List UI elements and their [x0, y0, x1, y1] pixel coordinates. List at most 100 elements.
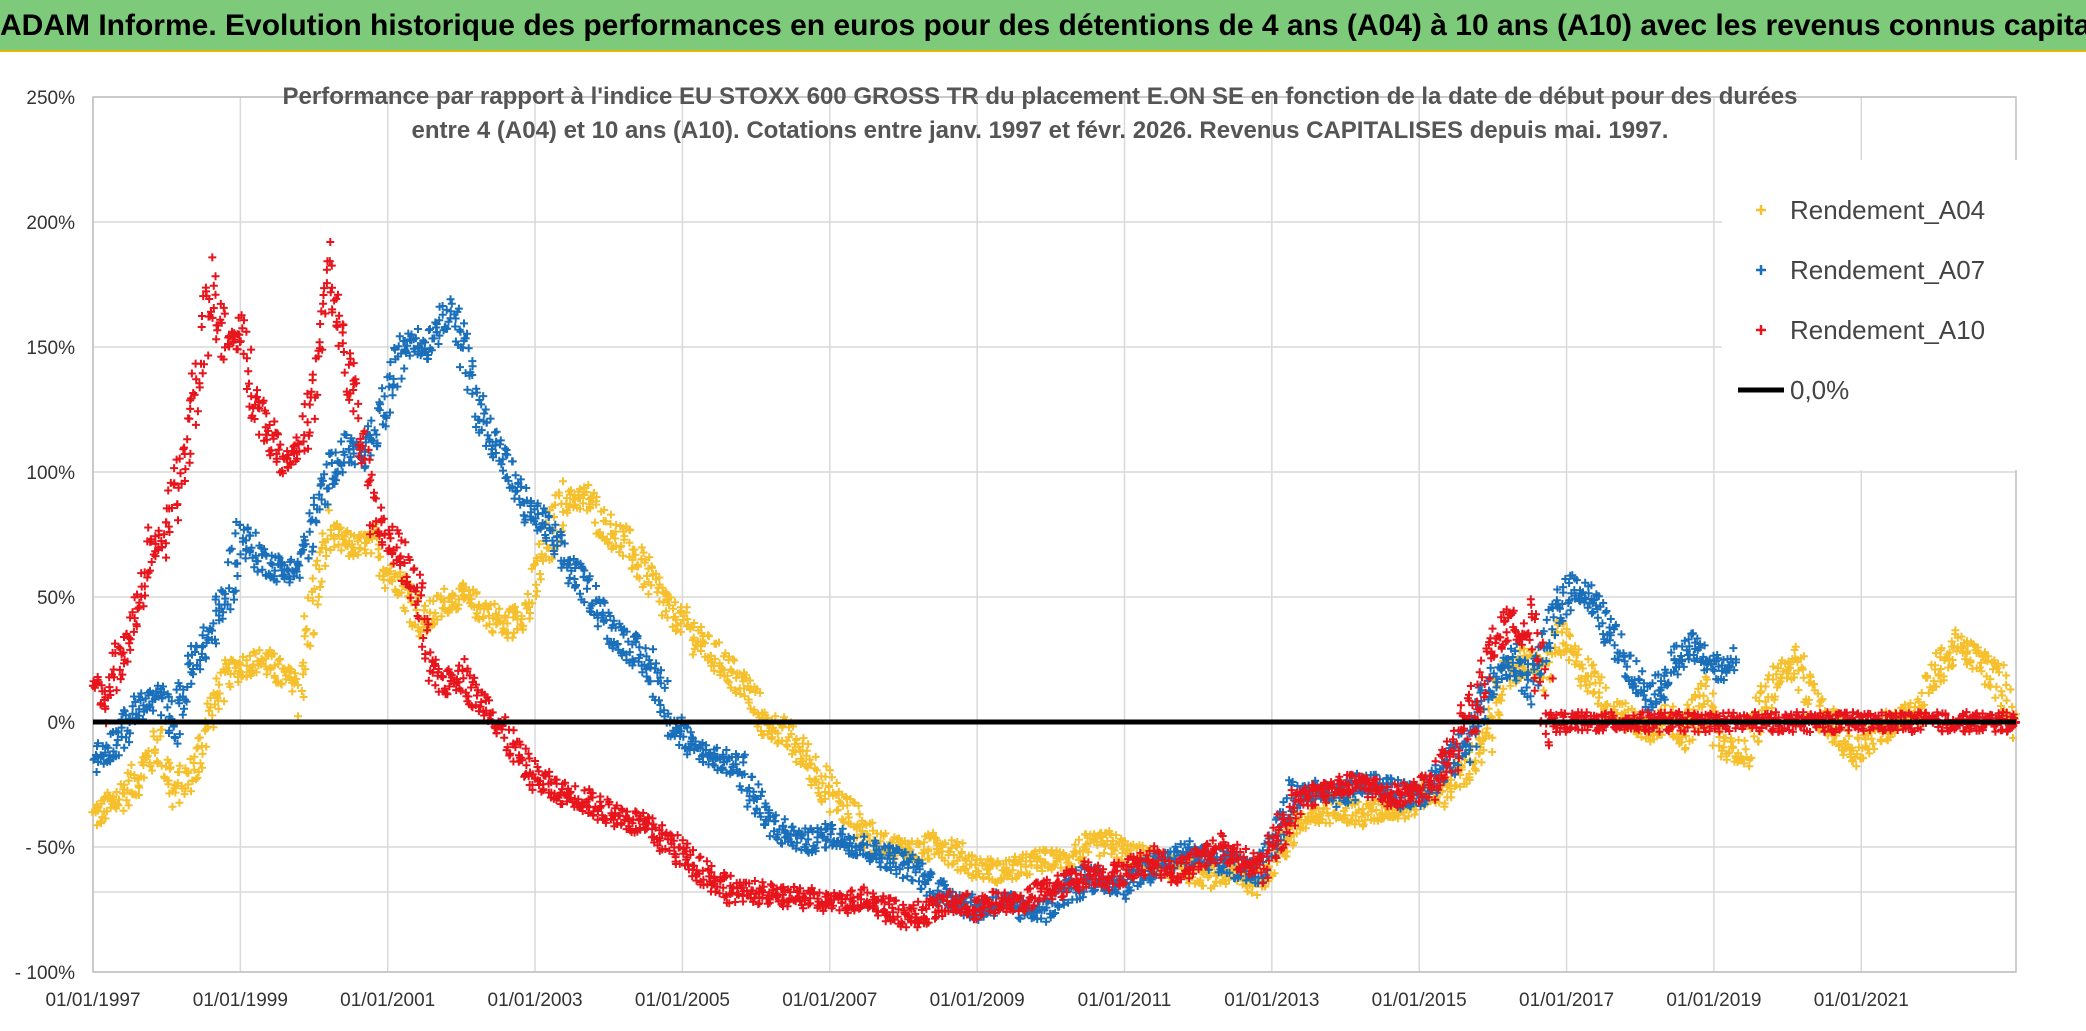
x-tick-label: 01/01/2009 [930, 990, 1025, 1011]
data-point [101, 814, 110, 823]
data-point [825, 766, 834, 775]
data-point [617, 541, 626, 550]
data-point [490, 599, 499, 608]
data-point [630, 545, 639, 554]
data-point [799, 734, 808, 743]
data-point [148, 766, 157, 775]
data-point [645, 553, 654, 562]
data-point [509, 613, 518, 622]
data-point [659, 598, 668, 607]
data-point [555, 491, 564, 500]
data-point [812, 778, 821, 787]
data-point [97, 799, 106, 808]
data-point [589, 488, 598, 497]
data-point [855, 822, 864, 831]
data-point [689, 623, 698, 631]
data-point [749, 708, 758, 717]
data-point [299, 693, 308, 701]
data-point [530, 561, 538, 570]
y-tick-label: - 50% [25, 838, 75, 859]
data-point [202, 742, 211, 751]
data-point [657, 611, 666, 620]
data-point [619, 551, 627, 560]
data-point [839, 818, 848, 827]
data-point [127, 760, 136, 769]
data-point [214, 704, 223, 713]
data-point [313, 556, 322, 565]
data-point [724, 678, 733, 687]
data-point [827, 773, 836, 782]
data-point [119, 806, 128, 815]
data-point [668, 622, 677, 631]
x-tick-label: 01/01/2019 [1666, 990, 1761, 1011]
data-point [299, 658, 308, 667]
data-point [300, 612, 309, 621]
data-point [174, 768, 183, 776]
x-tick-label: 01/01/2017 [1519, 990, 1614, 1011]
data-point [536, 575, 545, 584]
data-point [671, 598, 680, 607]
data-point [732, 688, 740, 697]
data-point [184, 780, 193, 789]
data-point [756, 688, 765, 697]
data-point [833, 805, 842, 814]
data-point [626, 526, 635, 535]
data-point [306, 641, 315, 650]
data-point [321, 561, 330, 570]
data-point [811, 752, 820, 761]
data-point [689, 633, 698, 642]
data-point [533, 587, 541, 596]
data-point [124, 776, 133, 785]
data-point [322, 552, 331, 560]
data-point [315, 565, 324, 574]
data-point [710, 666, 719, 675]
data-point [175, 798, 184, 807]
data-point [805, 755, 814, 764]
data-point [631, 550, 640, 559]
data-point [267, 649, 276, 657]
data-point [215, 680, 224, 689]
y-tick-label: 100% [26, 463, 75, 484]
data-point [212, 674, 221, 683]
y-tick-label: 250% [26, 88, 75, 109]
y-tick-label: 150% [26, 338, 75, 359]
data-point [198, 763, 207, 772]
data-point [647, 581, 656, 590]
data-point [802, 746, 811, 755]
data-point [519, 622, 528, 630]
data-point [342, 528, 350, 537]
data-point [381, 584, 390, 593]
data-point [225, 679, 234, 688]
x-tick-label: 01/01/1997 [45, 990, 140, 1011]
data-point [266, 665, 275, 674]
data-point [580, 483, 589, 492]
data-point [799, 757, 807, 766]
data-point [475, 615, 484, 624]
data-point [123, 786, 132, 795]
data-point [323, 535, 332, 544]
data-point [559, 477, 567, 486]
data-point [715, 638, 723, 647]
data-point [563, 508, 572, 517]
y-axis-ticks: 250%200%150%100%50%0%- 50%- 100% [15, 88, 75, 984]
data-point [792, 736, 801, 744]
data-point [334, 540, 343, 549]
data-point [388, 577, 397, 586]
data-point [858, 827, 867, 835]
data-point [638, 583, 647, 591]
data-point [288, 687, 297, 696]
data-point [485, 620, 494, 629]
data-point [315, 548, 324, 557]
x-axis-ticks: 01/01/1997 01/01/1999 01/01/2001 01/01/2003… [45, 990, 1908, 1011]
data-point [495, 604, 504, 613]
data-point [135, 783, 144, 792]
data-point [175, 761, 184, 770]
data-point [314, 592, 323, 601]
data-point [742, 671, 751, 680]
banner: ADAM Informe. Evolution historique des p… [0, 0, 2086, 52]
data-point [746, 676, 755, 685]
data-point [215, 689, 224, 698]
data-point [165, 764, 174, 773]
data-point [270, 673, 279, 682]
data-point [523, 590, 532, 598]
